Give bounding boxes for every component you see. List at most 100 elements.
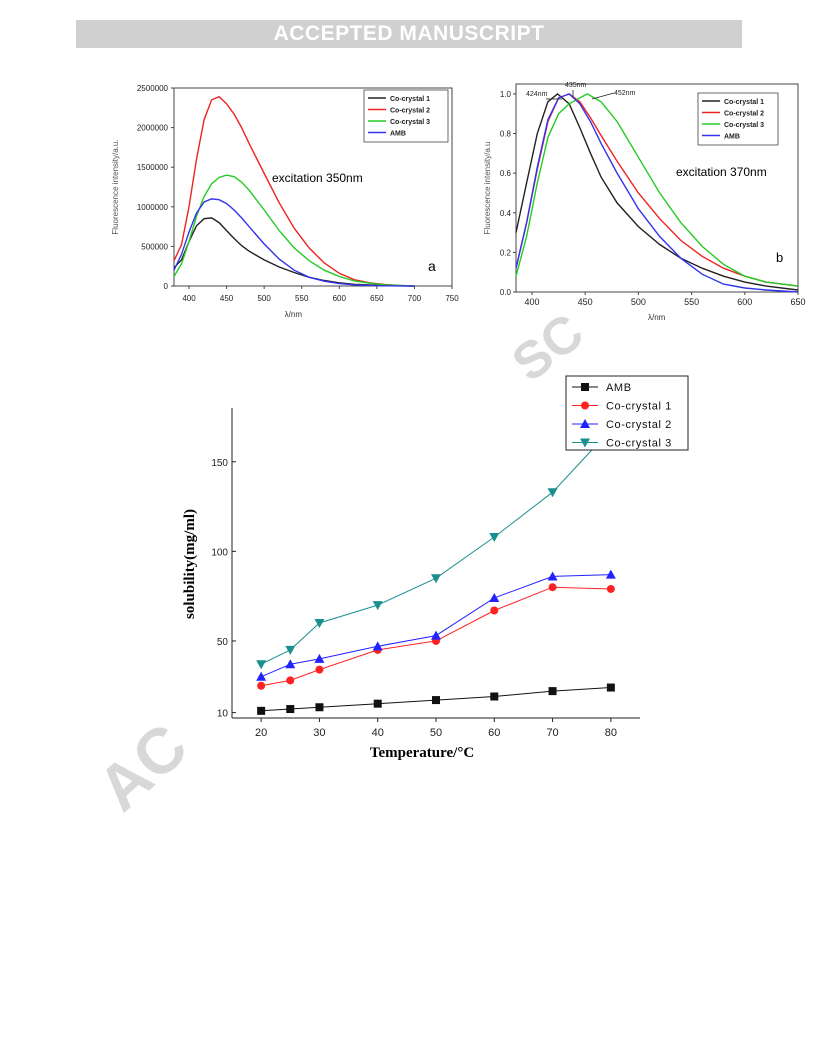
legend-label-c: Co-crystal 2 <box>606 419 672 431</box>
y-tick-label-b: 1.0 <box>500 90 512 99</box>
x-tick-label-b: 400 <box>524 297 539 307</box>
y-tick-label-b: 0.4 <box>500 209 512 218</box>
series-line-a <box>173 95 415 287</box>
legend-label-a: Co-crystal 1 <box>390 96 430 103</box>
legend-label-c: AMB <box>606 382 632 394</box>
y-axis-label-b: Fluorescence intensity/a.u <box>483 142 492 235</box>
x-tick-label-a: 500 <box>257 294 271 303</box>
x-tick-label-c: 30 <box>313 727 325 739</box>
x-tick-label-c: 50 <box>430 727 442 739</box>
data-point-c <box>286 676 295 685</box>
data-point-c <box>286 705 295 714</box>
x-tick-label-a: 450 <box>220 294 234 303</box>
legend-marker-c <box>581 401 589 410</box>
x-tick-label-c: 20 <box>255 727 267 739</box>
annotation-a: excitation 350nm <box>272 171 363 185</box>
series-line-c <box>260 574 611 678</box>
data-point-c <box>432 696 440 705</box>
data-point-c <box>548 687 557 696</box>
peak-label-424: 424nm <box>526 91 548 98</box>
data-point-c <box>373 699 382 708</box>
x-tick-label-a: 400 <box>182 294 196 303</box>
x-tick-label-b: 550 <box>684 297 699 307</box>
series-line-c <box>260 429 612 665</box>
data-point-c <box>372 601 383 611</box>
x-tick-label-b: 650 <box>790 297 805 307</box>
data-point-c <box>547 488 558 498</box>
data-point-c <box>606 584 615 593</box>
y-tick-label-a: 1000000 <box>137 203 169 212</box>
series-line-a <box>173 198 415 287</box>
legend-label-b: Co-crystal 3 <box>724 122 764 129</box>
x-axis-label-c: Temperature/°C <box>370 745 474 761</box>
y-tick-label-b: 0.0 <box>500 288 512 297</box>
annotation-b: excitation 370nm <box>676 165 767 179</box>
x-tick-label-a: 650 <box>370 294 384 303</box>
y-tick-label-a: 2000000 <box>137 124 169 133</box>
legend-label-c: Co-crystal 1 <box>606 401 672 413</box>
y-tick-label-c: 150 <box>211 458 228 469</box>
panel-label-b: b <box>776 250 783 265</box>
legend-label-a: Co-crystal 2 <box>390 108 430 115</box>
x-axis-label-a: λ/nm <box>285 310 303 319</box>
data-point-c <box>285 645 296 655</box>
series-line-b <box>515 93 799 287</box>
y-axis-label-c: solubility(mg/ml) <box>182 509 198 619</box>
series-line-c <box>261 586 611 687</box>
series-line-b <box>515 92 799 291</box>
x-tick-label-a: 600 <box>333 294 347 303</box>
legend-label-a: AMB <box>390 131 406 138</box>
y-tick-label-a: 0 <box>164 282 169 291</box>
panel-label-a: a <box>428 258 436 274</box>
data-point-c <box>489 533 500 543</box>
data-point-c <box>431 630 441 640</box>
data-point-c <box>315 665 324 674</box>
data-point-c <box>606 683 615 692</box>
data-point-c <box>372 641 383 651</box>
legend-marker-c <box>580 419 590 428</box>
data-point-c <box>431 574 441 584</box>
data-point-c <box>490 692 499 701</box>
x-axis-label-b: λ/nm <box>648 313 666 322</box>
accepted-manuscript-banner: ACCEPTED MANUSCRIPT <box>76 20 742 48</box>
x-tick-label-a: 750 <box>445 294 459 303</box>
x-tick-label-b: 600 <box>737 297 752 307</box>
data-point-c <box>315 703 324 712</box>
legend-label-c: Co-crystal 3 <box>606 438 672 450</box>
plot-frame-a <box>173 87 453 287</box>
data-point-c <box>548 583 557 592</box>
data-point-c <box>490 606 499 615</box>
y-axis-label-a: Fluorescence intensity/a.u. <box>111 139 120 234</box>
x-tick-label-b: 450 <box>578 297 593 307</box>
x-tick-label-a: 550 <box>295 294 309 303</box>
data-point-c <box>256 660 267 670</box>
y-tick-label-b: 0.6 <box>500 169 512 178</box>
x-tick-label-c: 80 <box>605 727 617 739</box>
series-line-b <box>515 93 799 293</box>
data-point-c <box>256 671 267 681</box>
legend-label-b: AMB <box>724 134 740 141</box>
y-tick-label-b: 0.8 <box>500 130 512 139</box>
plot-frame-b <box>515 83 799 293</box>
peak-label-435: 435nm <box>565 82 587 89</box>
peak-arrow-452 <box>591 92 615 100</box>
data-point-c <box>285 659 296 669</box>
legend-marker-c <box>580 438 590 448</box>
y-tick-label-a: 1500000 <box>137 163 169 172</box>
data-point-c <box>257 681 266 690</box>
y-tick-label-a: 500000 <box>141 242 168 251</box>
y-tick-label-b: 0.2 <box>500 248 512 257</box>
legend-label-b: Co-crystal 2 <box>724 111 764 118</box>
legend-label-a: Co-crystal 3 <box>390 119 430 126</box>
data-point-c <box>257 706 266 715</box>
x-tick-label-b: 500 <box>631 297 646 307</box>
x-tick-label-c: 60 <box>488 727 500 739</box>
x-tick-label-c: 40 <box>372 727 384 739</box>
y-tick-label-c: 10 <box>217 709 229 720</box>
data-point-c <box>314 619 325 629</box>
data-point-c <box>489 592 500 602</box>
legend-label-b: Co-crystal 1 <box>724 99 764 106</box>
